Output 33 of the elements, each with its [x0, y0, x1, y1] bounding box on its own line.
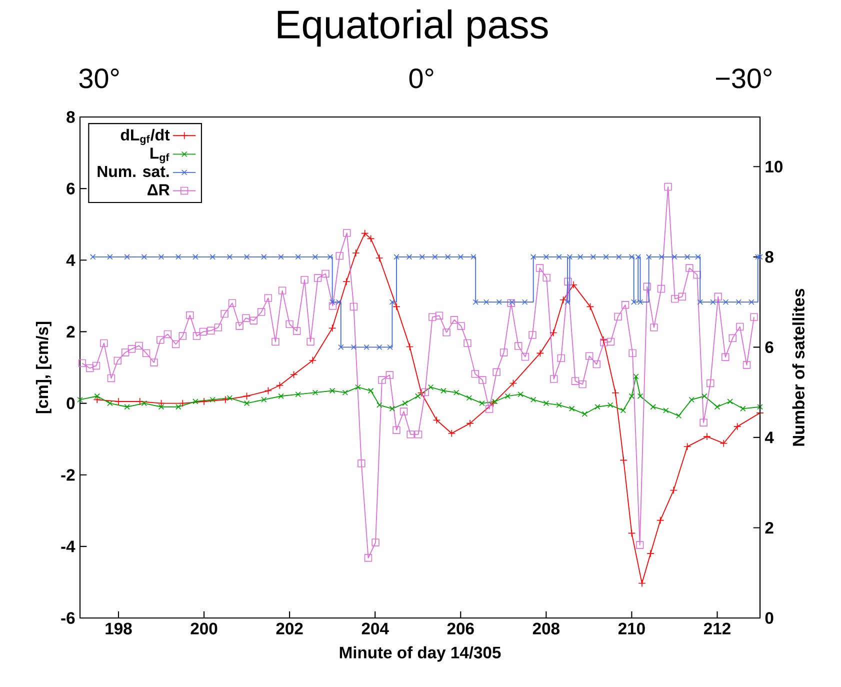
y2-tick-label: 0: [765, 612, 774, 624]
x-tick-label: 198: [106, 622, 132, 634]
y2-tick-label: 8: [765, 251, 774, 263]
y2-tick-label: 2: [765, 522, 774, 534]
y-tick-label: -2: [61, 469, 75, 481]
legend-label: dL$_{gf}$/dt: [120, 128, 170, 146]
x-tick-label: 204: [362, 622, 389, 634]
x2-tick-label: 30°: [79, 68, 119, 88]
y-tick-label: 8: [66, 111, 75, 123]
x-tick-label: 206: [447, 622, 474, 634]
x2-tick-label: 0°: [409, 68, 434, 88]
y-tick-label: 0: [66, 397, 75, 410]
x-tick-label: 210: [618, 622, 645, 634]
x-tick-label: 200: [190, 622, 218, 634]
x-tick-label: 208: [532, 622, 560, 634]
y2-tick-label: 6: [765, 341, 774, 354]
legend-label: L$_{gf}$: [150, 148, 170, 164]
x2-tick-label: −30°: [716, 68, 772, 88]
x-tick-label: 202: [276, 622, 303, 634]
y-tick-label: -4: [61, 540, 76, 552]
y-tick-label: 6: [66, 182, 75, 194]
x-tick-label: 212: [704, 622, 730, 634]
y2-tick-label: 4: [764, 432, 774, 444]
y-tick-label: 2: [66, 326, 75, 338]
legend-label: ΔR: [148, 184, 170, 196]
chart-title: Equatorial pass: [278, 9, 548, 47]
y2-tick-label: 10: [766, 160, 782, 173]
y-axis-title: [cm], [cm/s]: [36, 322, 52, 414]
legend-label: Num. sat.: [98, 166, 169, 178]
y-tick-label: -6: [61, 612, 75, 624]
y-tick-label: 4: [66, 254, 76, 266]
x-axis-title: Minute of day 14/305: [340, 646, 501, 662]
y2-axis-title: Number of satellites: [792, 288, 804, 446]
